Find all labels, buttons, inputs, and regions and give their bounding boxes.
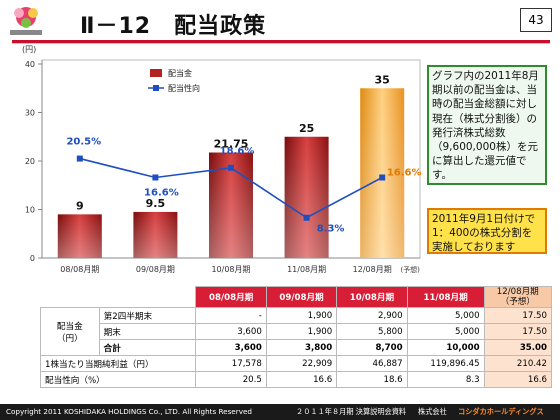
bar-shine — [284, 136, 329, 258]
page-title: Ⅱ－12 配当政策 — [80, 14, 267, 39]
table-cell: 3,600 — [195, 323, 267, 340]
payout-ratio-label: 16.6% — [144, 187, 179, 198]
y-tick-label: 20 — [25, 157, 35, 166]
dividend-chart: (円) 0 10 20 30 40 9 9.5 21.75 25 35 08/08月期 09/08月期 1… — [22, 45, 422, 274]
x-tick-label: 11/08月期 — [287, 265, 326, 274]
row-label: 期末 — [98, 323, 197, 340]
x-tick-label: 09/08月期 — [136, 265, 175, 274]
bar-shine — [360, 88, 405, 258]
table-cell: 119,896.45 — [406, 355, 485, 372]
payout-ratio-label: 18.6% — [220, 146, 255, 157]
table-cell: 17.50 — [483, 307, 553, 324]
bar-shine — [133, 211, 178, 258]
payout-ratio-label: 8.3% — [317, 224, 345, 235]
table-cell: 3,800 — [265, 339, 338, 356]
payout-ratio-marker — [303, 214, 310, 221]
table-cell: 5,800 — [336, 323, 408, 340]
brand-logo-text: コシダカホールディングス — [458, 407, 544, 416]
bar-value-label: 9 — [76, 199, 84, 212]
payout-ratio-marker — [379, 174, 386, 181]
row-label: 第2四半期末 — [98, 307, 197, 324]
table-cell: 17,578 — [195, 355, 267, 372]
header-rule — [12, 40, 550, 43]
row-label: 1株当たり当期純利益（円） — [39, 355, 197, 372]
header-rule-shadow — [12, 43, 550, 44]
table-cell: 16.6 — [265, 371, 338, 388]
table-cell: 17.50 — [483, 323, 553, 340]
table-cell: 35.00 — [483, 339, 553, 356]
y-tick-label: 40 — [25, 60, 35, 69]
legend-swatch-bar — [150, 69, 162, 77]
page-number: 43 — [520, 8, 552, 32]
table-row: 合計 3,600 3,800 8,700 10,000 35.00 — [41, 339, 553, 356]
header: Ⅱ－12 配当政策 43 — [0, 0, 560, 44]
table-row: 配当金 （円） 第2四半期末 - 1,900 2,900 5,000 17.50 — [40, 307, 553, 356]
bar-value-label: 35 — [375, 73, 390, 86]
meeting-text: ２０１１年８月期 決算説明会資料 — [296, 407, 407, 416]
payout-ratio-label: 20.5% — [66, 137, 101, 148]
table-cell: 22,909 — [265, 355, 338, 372]
table-header: 09/08月期 — [265, 286, 338, 308]
y-tick-label: 0 — [30, 254, 35, 263]
bar-value-label: 21.75 — [214, 138, 249, 151]
table-header-forecast: 12/08月期 （予想） — [483, 286, 553, 308]
table-cell: 1,900 — [265, 307, 338, 324]
dividend-table: 08/08月期 09/08月期 10/08月期 11/08月期 12/08月期（… — [39, 286, 553, 388]
x-tick-label: 08/08月期 — [60, 265, 99, 274]
row-group-label: 配当金 （円） — [40, 307, 100, 356]
copyright-text: Copyright 2011 KOSHIDAKA HOLDINGS Co., L… — [6, 407, 252, 416]
bar-shine — [57, 214, 102, 258]
table-header: 11/08月期 — [406, 286, 485, 308]
x-tick-label: 10/08月期 — [211, 265, 250, 274]
koshidaka-logo-icon — [10, 7, 42, 35]
legend-label-bar: 配当金 — [168, 68, 192, 78]
table-cell: 210.42 — [483, 355, 553, 372]
table-row: 1株当たり当期純利益（円） 17,578 22,909 46,887 119,8… — [39, 355, 553, 372]
table-cell: 8.3 — [406, 371, 485, 388]
table-cell: 10,000 — [406, 339, 485, 356]
note-calculation: グラフ内の2011年8月期以前の配当金は、当時の配当金総額に対し現在（株式分割後… — [427, 65, 547, 185]
table-cell: 20.5 — [195, 371, 267, 388]
table-cell: 16.6 — [483, 371, 553, 388]
bar-value-label: 9.5 — [146, 197, 166, 210]
row-label: 配当性向（%） — [39, 371, 197, 388]
table-cell: 5,000 — [406, 307, 485, 324]
table-header: 10/08月期 — [336, 286, 408, 308]
payout-ratio-marker — [76, 155, 83, 162]
payout-ratio-marker — [152, 174, 159, 181]
table-header: 08/08月期 — [195, 286, 267, 308]
table-row: 配当性向（%） 20.5 16.6 18.6 8.3 16.6 — [39, 371, 553, 388]
footer: Copyright 2011 KOSHIDAKA HOLDINGS Co., L… — [0, 404, 560, 420]
table-cell: 3,600 — [195, 339, 267, 356]
y-tick-label: 10 — [25, 206, 35, 215]
forecast-suffix: (予想) — [400, 265, 420, 274]
bar-value-label: 25 — [299, 122, 314, 135]
table-cell: 18.6 — [336, 371, 408, 388]
table-cell: 5,000 — [406, 323, 485, 340]
y-axis-unit: (円) — [22, 45, 36, 54]
table-cell: 46,887 — [336, 355, 408, 372]
legend-swatch-marker — [153, 85, 159, 91]
y-tick-label: 30 — [25, 109, 35, 118]
table-cell: - — [195, 307, 267, 324]
table-cell: 1,900 — [265, 323, 338, 340]
row-label: 合計 — [98, 339, 197, 356]
table-cell: 2,900 — [336, 307, 408, 324]
payout-ratio-marker — [228, 164, 234, 171]
table-cell: 8,700 — [336, 339, 408, 356]
note-stock-split: 2011年9月1日付けで1：400の株式分割を実施しております — [427, 208, 547, 254]
payout-ratio-label: 16.6% — [387, 167, 422, 178]
table-header-row: 08/08月期 09/08月期 10/08月期 11/08月期 12/08月期（… — [40, 286, 553, 308]
company-text: 株式会社 — [418, 407, 447, 416]
table-row: 期末 3,600 1,900 5,800 5,000 17.50 — [41, 323, 553, 340]
legend-label-line: 配当性向 — [168, 83, 200, 93]
x-tick-label: 12/08月期 — [353, 265, 392, 274]
